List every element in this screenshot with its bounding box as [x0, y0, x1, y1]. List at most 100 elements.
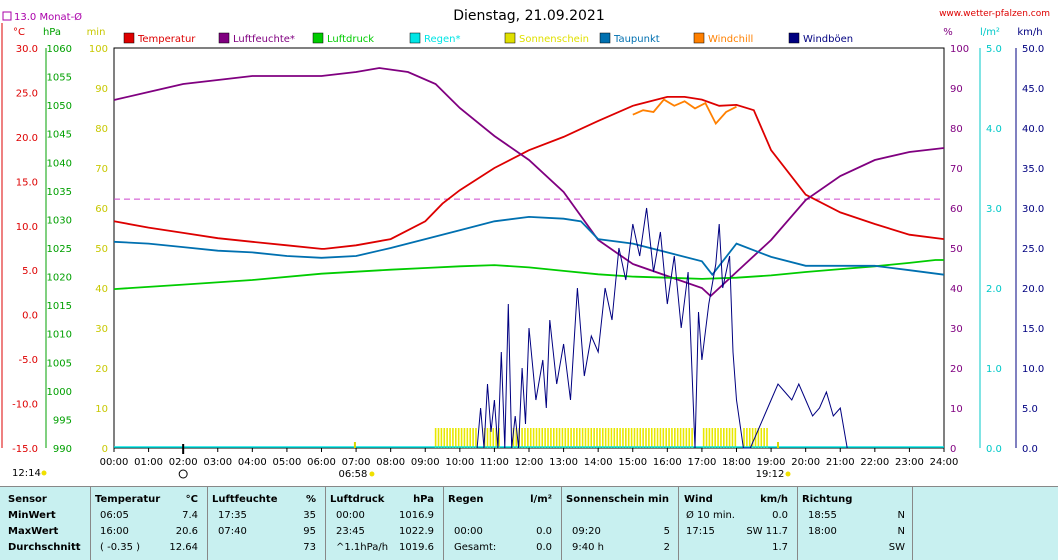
legend-label: Taupunkt	[613, 34, 660, 45]
pct-tick-label: 90	[950, 84, 963, 95]
legend-item: Sonnenschein	[504, 32, 589, 45]
pct-tick-label: 100	[950, 44, 969, 55]
table-separator	[443, 487, 444, 560]
table-separator	[678, 487, 679, 560]
hpa-tick-label: 1050	[47, 101, 72, 112]
legend-label: Regen*	[424, 34, 461, 45]
table-header: Temperatur	[95, 494, 161, 505]
legend-swatch	[409, 32, 421, 44]
time-tick-label: 12:00	[515, 457, 544, 468]
stats-table: Sensor Temperatur °C Luftfeuchte% Luftdruck h…	[0, 486, 1058, 560]
min-tick-label: 90	[95, 84, 108, 95]
table-cell: 1022.9	[399, 526, 434, 537]
table-cell: 06:05	[100, 510, 129, 521]
temp-tick-label: 15.0	[16, 177, 38, 188]
series-luftfeuchte	[113, 67, 945, 298]
chart-title: Dienstag, 21.09.2021	[453, 8, 604, 24]
legend-swatch	[218, 32, 230, 44]
time-tick-label: 20:00	[791, 457, 820, 468]
table-separator	[797, 487, 798, 560]
legend-item: Luftfeuchte*	[218, 32, 295, 45]
legend-swatch	[788, 32, 800, 44]
kmh-tick-label: 30.0	[1022, 204, 1044, 215]
min-tick-label: 30	[95, 324, 108, 335]
monat-label: 13.0 Monat-Ø	[14, 11, 82, 23]
kmh-tick-label: 40.0	[1022, 124, 1044, 135]
time-tick-label: 13:00	[549, 457, 578, 468]
table-cell: SW 11.7	[746, 526, 788, 537]
table-header: %	[305, 494, 316, 505]
hpa-tick-label: 1035	[47, 187, 72, 198]
time-tick-label: 22:00	[860, 457, 889, 468]
table-cell: 95	[303, 526, 316, 537]
hpa-tick-label: 990	[53, 444, 72, 455]
pct-tick-label: 0	[950, 444, 956, 455]
table-cell: 18:55	[808, 510, 837, 521]
table-separator	[207, 487, 208, 560]
series-luftdruck	[113, 259, 944, 290]
min-tick-label: 100	[89, 44, 108, 55]
time-tick-label: 24:00	[930, 457, 959, 468]
table-cell: 9:40 h	[572, 542, 604, 553]
pct-tick-label: 20	[950, 364, 963, 375]
website-link[interactable]: www.wetter-pfalzen.com	[939, 9, 1050, 19]
sunrise-time: 06:58	[339, 469, 368, 480]
pct-tick-label: 50	[950, 244, 963, 255]
kmh-tick-label: 10.0	[1022, 364, 1044, 375]
hpa-tick-label: 1015	[47, 301, 72, 312]
hpa-tick-label: 995	[53, 415, 72, 426]
table-cell: 20.6	[175, 526, 198, 537]
table-cell: Ø 10 min.	[686, 510, 735, 521]
min-tick-label: 70	[95, 164, 108, 175]
min-tick-label: 20	[95, 364, 108, 375]
table-cell: 7.4	[182, 510, 198, 521]
table-header: °C	[185, 494, 198, 505]
time-tick-label: 10:00	[445, 457, 474, 468]
kmh-tick-label: 15.0	[1022, 324, 1044, 335]
rain-tick-label: 0.0	[986, 444, 1002, 455]
hpa-tick-label: 1045	[47, 130, 72, 141]
legend-label: Luftdruck	[327, 34, 374, 45]
table-cell: 18:00	[808, 526, 837, 537]
table-header: l/m²	[530, 494, 552, 505]
axis-unit-left: hPa	[43, 27, 61, 38]
legend-label: Temperatur	[137, 34, 196, 45]
axis-unit-right: %	[943, 27, 953, 38]
table-cell: ( -0.35 )	[100, 542, 141, 553]
legend-item: Taupunkt	[599, 32, 660, 45]
table-header: Regen	[448, 494, 484, 505]
temp-tick-label: -15.0	[12, 444, 38, 455]
plot-area	[113, 47, 945, 449]
table-header: Luftdruck	[330, 494, 385, 505]
table-header: Sonnenschein min	[566, 494, 669, 505]
table-cell: 17:35	[218, 510, 247, 521]
min-tick-label: 60	[95, 204, 108, 215]
kmh-tick-label: 45.0	[1022, 84, 1044, 95]
table-cell: 1016.9	[399, 510, 434, 521]
temp-tick-label: -10.0	[12, 400, 38, 411]
axis-unit-right: l/m²	[980, 27, 1000, 38]
kmh-tick-label: 35.0	[1022, 164, 1044, 175]
table-cell: 0.0	[536, 542, 552, 553]
time-tick-label: 09:00	[411, 457, 440, 468]
sunrise-icon	[369, 471, 375, 477]
kmh-tick-label: 25.0	[1022, 244, 1044, 255]
kmh-tick-label: 20.0	[1022, 284, 1044, 295]
pct-tick-label: 10	[950, 404, 963, 415]
pct-tick-label: 70	[950, 164, 963, 175]
table-cell: N	[897, 510, 905, 521]
table-cell: 0.0	[772, 510, 788, 521]
hpa-tick-label: 1010	[47, 330, 72, 341]
temp-tick-label: 0.0	[22, 311, 38, 322]
time-tick-label: 03:00	[203, 457, 232, 468]
pct-tick-label: 80	[950, 124, 963, 135]
legend-label: Windchill	[708, 34, 753, 45]
kmh-tick-label: 0.0	[1022, 444, 1038, 455]
legend-label: Windböen	[803, 34, 853, 45]
time-tick-label: 00:00	[100, 457, 129, 468]
legend-swatch	[123, 32, 135, 44]
series-windchill	[632, 98, 737, 126]
time-tick-label: 08:00	[376, 457, 405, 468]
table-cell: 16:00	[100, 526, 129, 537]
series-windboeen	[476, 207, 848, 449]
